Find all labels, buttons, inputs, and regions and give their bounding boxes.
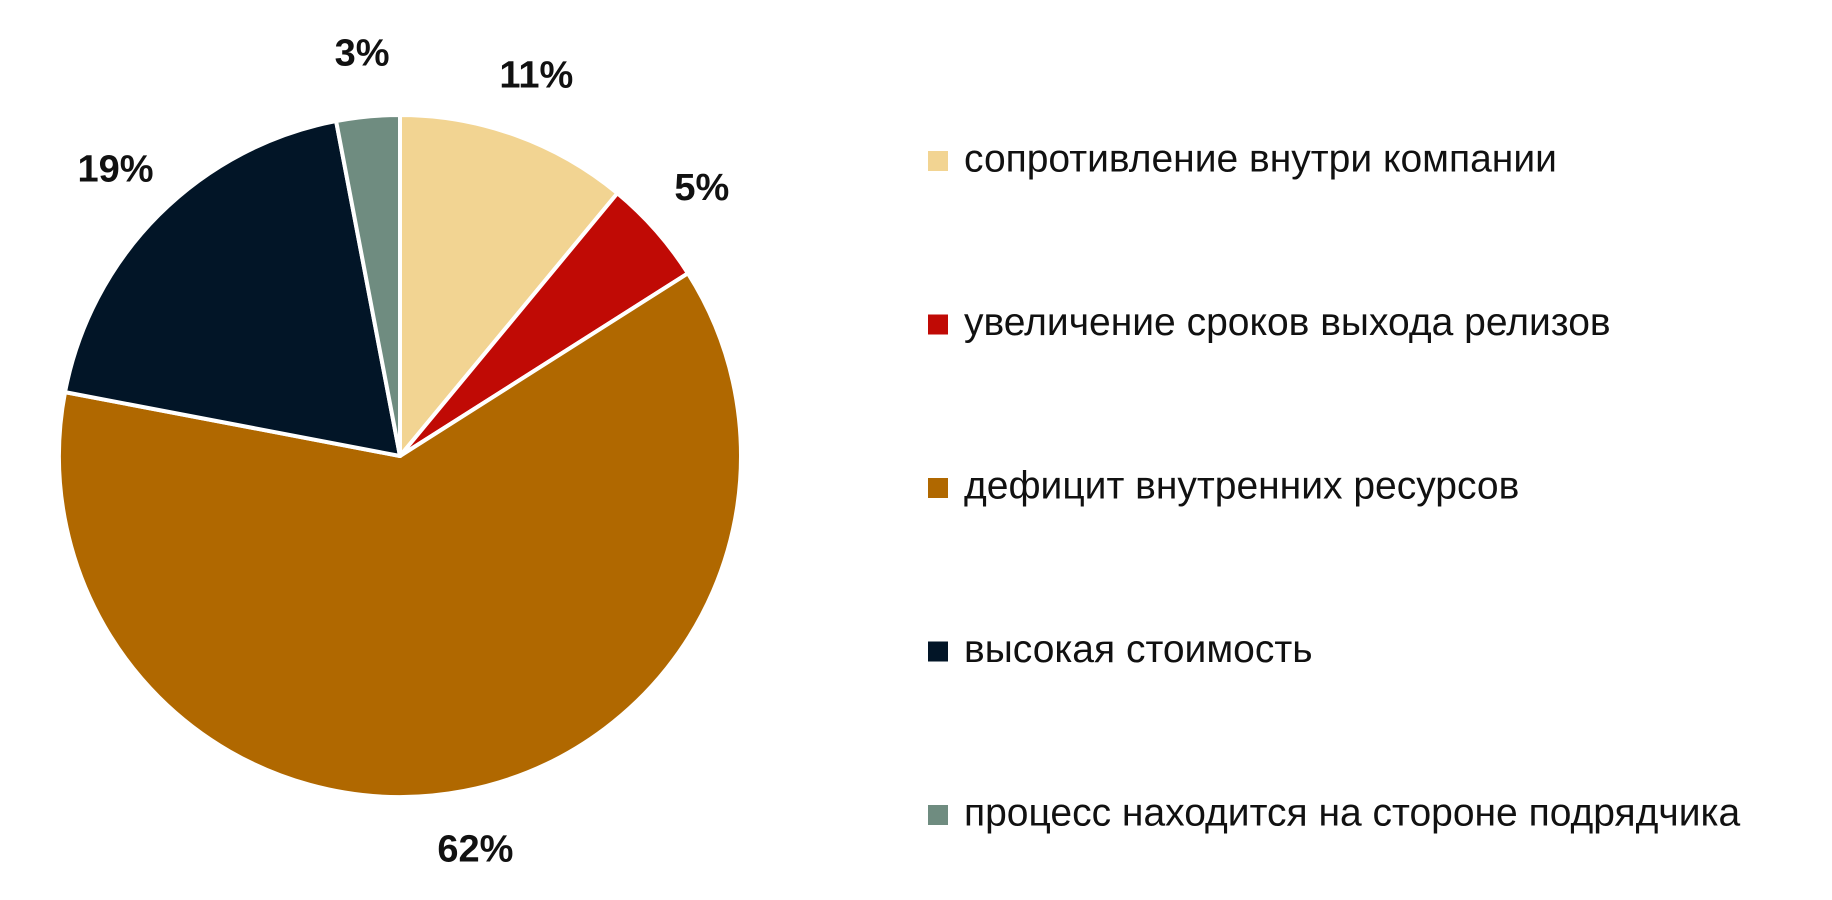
legend-swatch [928, 641, 948, 662]
legend-swatch [928, 151, 948, 171]
legend-label: высокая стоимость [964, 628, 1313, 671]
slice-label: 62% [437, 828, 513, 870]
slice-label: 3% [335, 32, 390, 74]
legend-label: дефицит внутренних ресурсов [964, 464, 1519, 507]
pie-slice [57, 271, 743, 799]
legend-swatch [928, 805, 948, 825]
pie-slice [63, 119, 402, 458]
pie-slice [334, 113, 402, 458]
slice-label: 11% [499, 54, 573, 96]
legend-label: процесс находится на стороне подрядчика [964, 791, 1740, 834]
legend-swatch [928, 314, 948, 335]
legend-label: сопротивление внутри компании [964, 137, 1557, 180]
slice-label: 5% [674, 167, 729, 209]
pie-slice [398, 113, 620, 458]
legend-label: увеличение сроков выхода релизов [964, 301, 1611, 344]
legend-swatch [928, 478, 948, 498]
slice-label: 19% [77, 149, 153, 191]
